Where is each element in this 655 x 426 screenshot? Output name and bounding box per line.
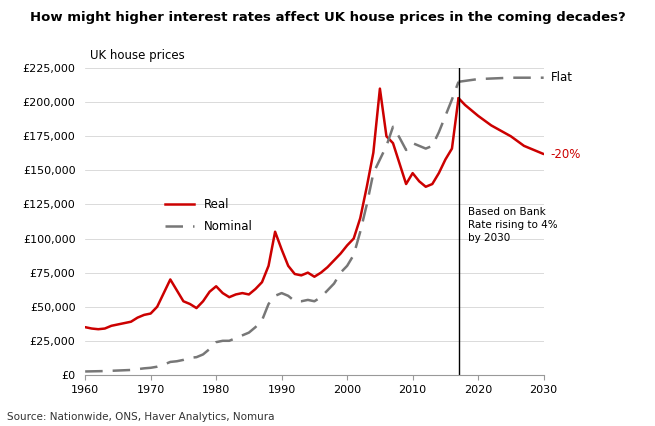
Legend: Real, Nominal: Real, Nominal xyxy=(160,193,257,238)
Text: How might higher interest rates affect UK house prices in the coming decades?: How might higher interest rates affect U… xyxy=(29,11,626,24)
Text: Source: Nationwide, ONS, Haver Analytics, Nomura: Source: Nationwide, ONS, Haver Analytics… xyxy=(7,412,274,422)
Text: UK house prices: UK house prices xyxy=(90,49,185,62)
Text: Based on Bank
Rate rising to 4%
by 2030: Based on Bank Rate rising to 4% by 2030 xyxy=(468,207,558,243)
Text: Flat: Flat xyxy=(551,71,572,84)
Text: -20%: -20% xyxy=(551,147,581,161)
